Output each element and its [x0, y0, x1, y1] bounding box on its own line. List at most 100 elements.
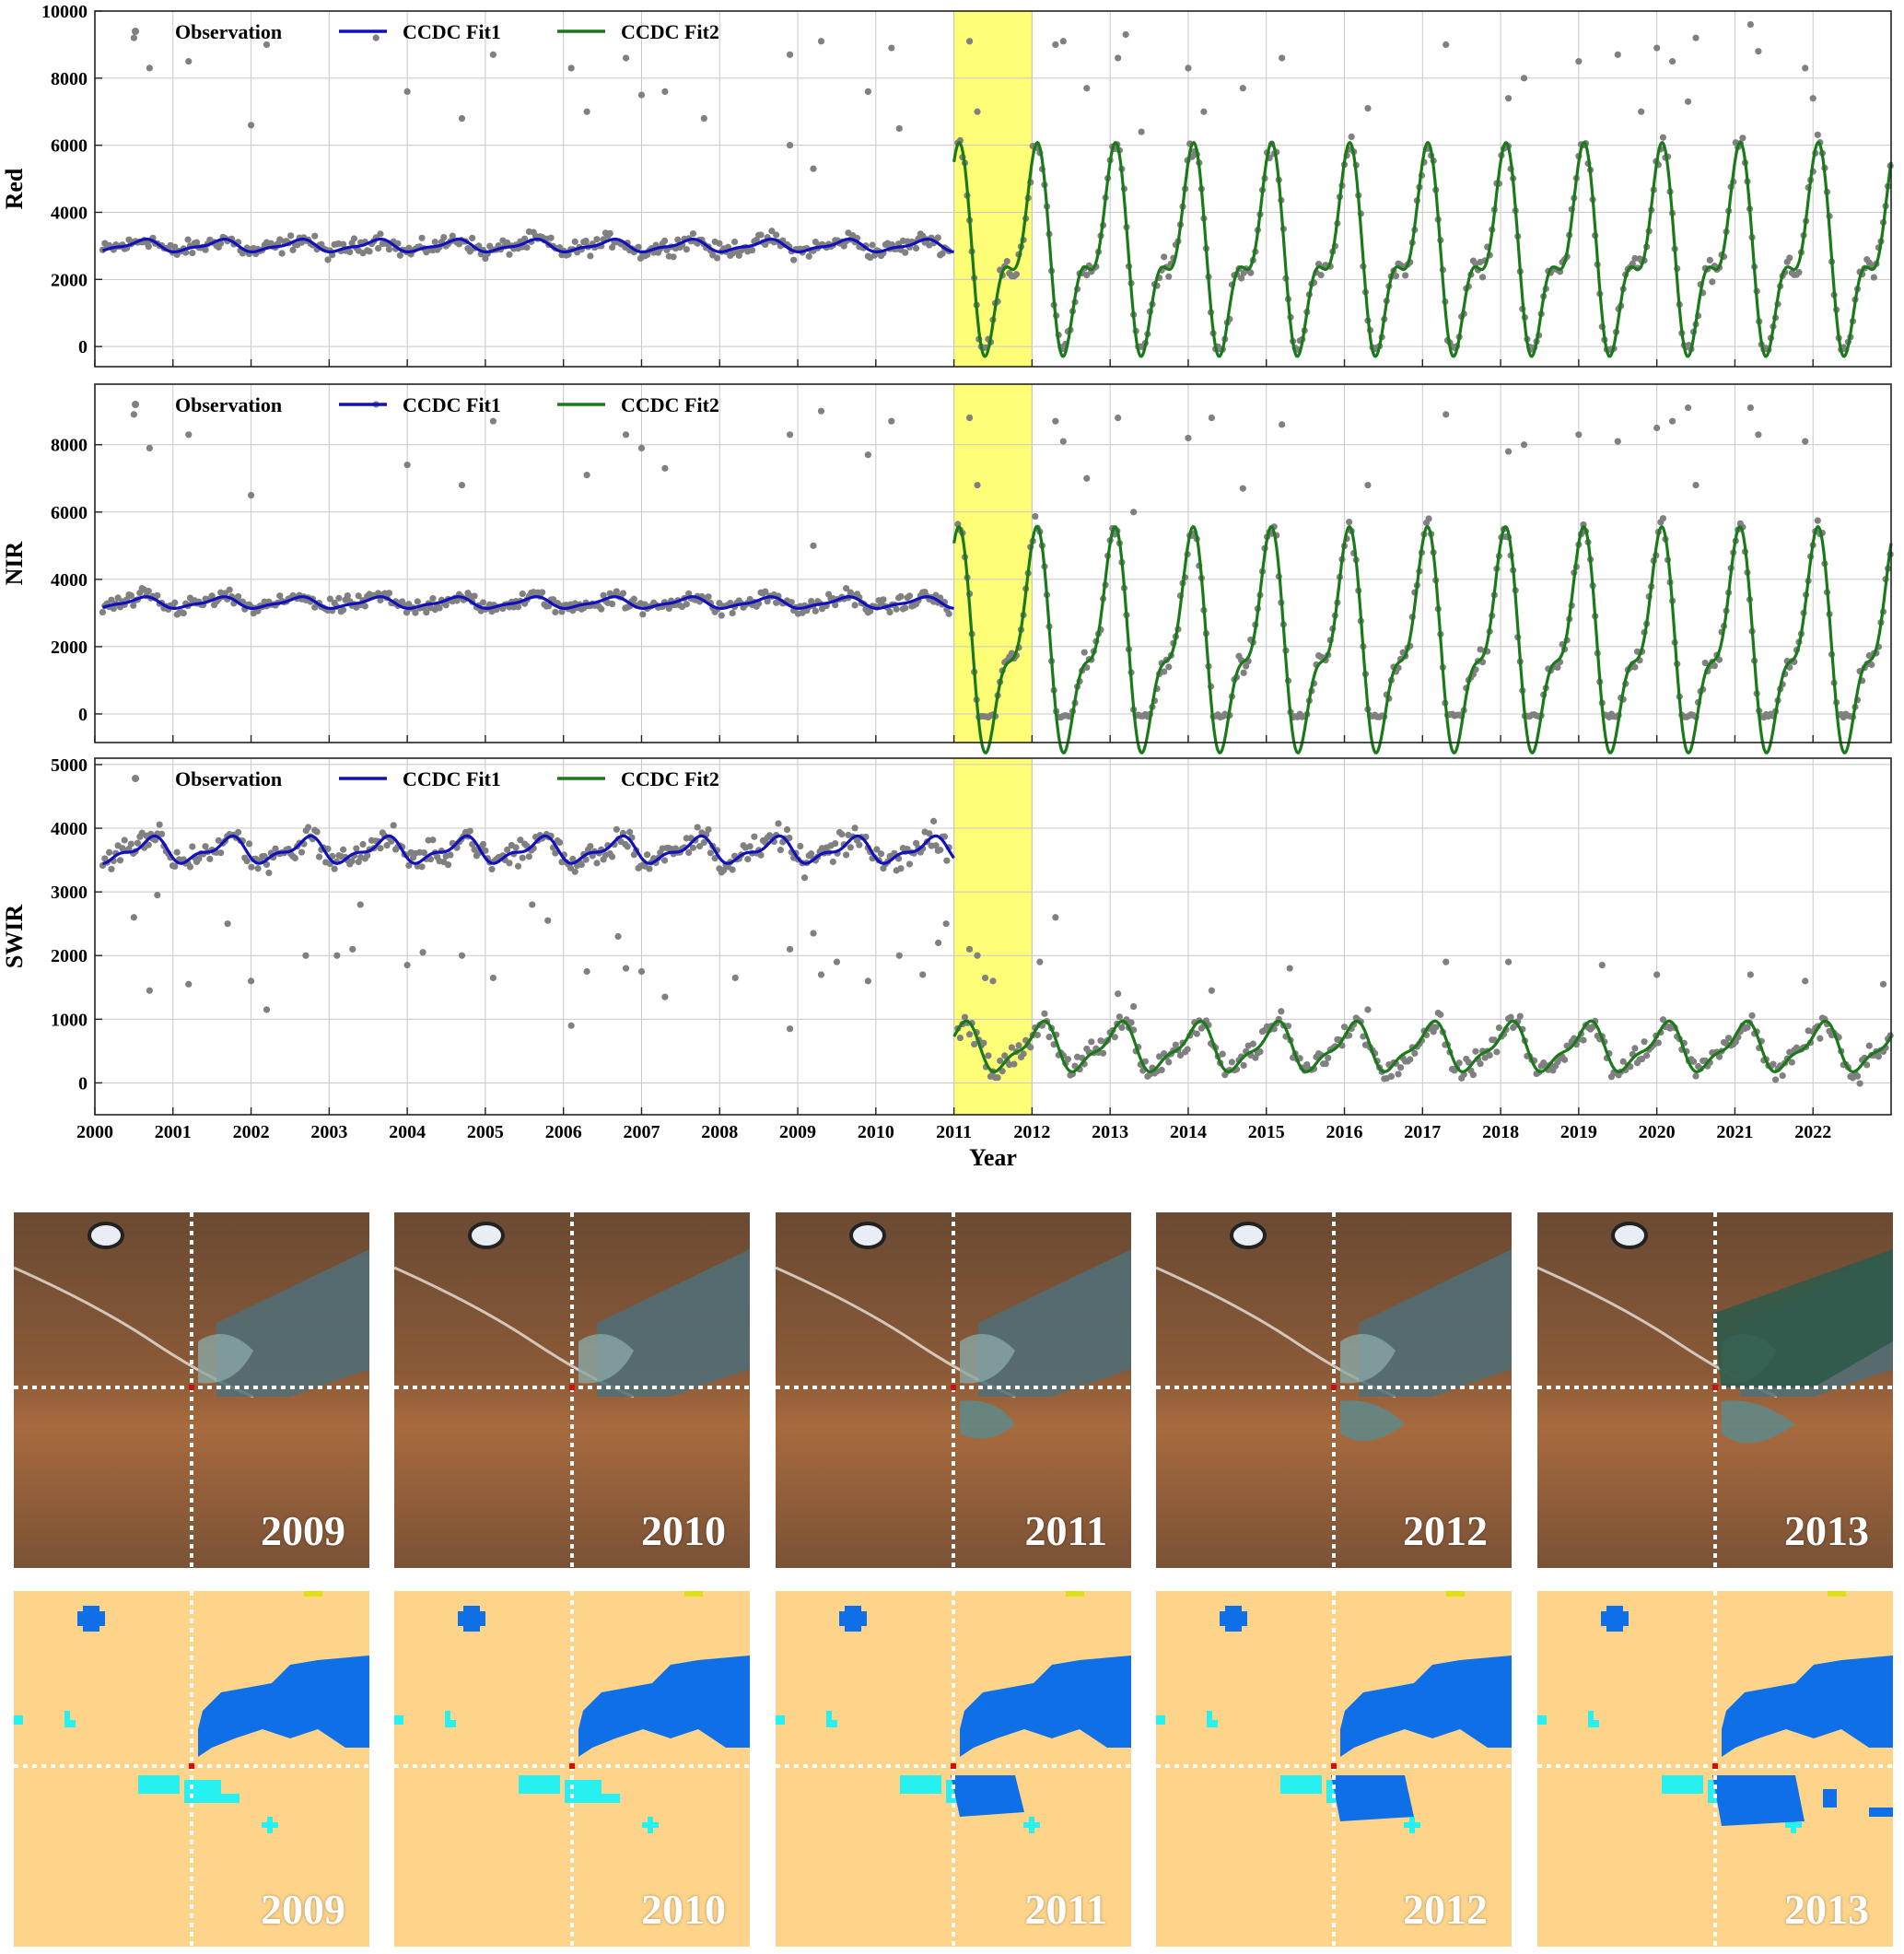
tile-year-label: 2009 — [261, 1507, 345, 1554]
legend-observation-marker — [132, 28, 139, 35]
tile-year-label: 2010 — [641, 1886, 726, 1933]
observation-point — [1520, 75, 1528, 82]
y-tick-label: 0 — [78, 1073, 88, 1094]
observation-point — [660, 237, 669, 245]
observation-point — [810, 165, 817, 172]
observation-point — [1116, 1013, 1123, 1021]
shallow-pixel — [262, 1817, 278, 1833]
observation-point — [786, 51, 794, 58]
observation-point — [1725, 1035, 1733, 1042]
shallow-water — [1340, 1334, 1396, 1384]
y-axis-title: Red — [1, 168, 28, 209]
observation-point — [458, 114, 466, 123]
observation-point — [1638, 1055, 1646, 1063]
y-tick-label: 10000 — [41, 2, 88, 22]
observation-point — [1711, 662, 1718, 670]
observation-point — [730, 238, 739, 246]
observation-point — [479, 840, 487, 848]
observation-point — [895, 124, 903, 133]
observation-point — [1340, 1024, 1349, 1031]
observation-point — [786, 142, 794, 149]
observation-point — [869, 241, 876, 249]
observation-point — [1064, 1056, 1071, 1063]
observation-point — [843, 851, 850, 859]
observation-point — [1008, 1044, 1015, 1051]
legend: Observation CCDC Fit1 CCDC Fit2 — [132, 20, 719, 43]
observation-point — [278, 250, 286, 257]
observation-point — [1554, 663, 1561, 672]
observation-point — [1279, 54, 1286, 62]
shallow-pixel — [776, 1711, 837, 1727]
observation-point — [1115, 414, 1122, 422]
observation-point — [130, 411, 137, 418]
ccdc-fit1-line — [101, 238, 954, 253]
observation-point — [1631, 1045, 1639, 1052]
observation-point — [619, 590, 627, 597]
observation-point — [418, 863, 426, 871]
observation-point — [558, 608, 566, 615]
x-tick-label: 2012 — [1013, 1122, 1050, 1142]
observation-point — [614, 932, 622, 941]
observation-point — [1185, 434, 1192, 442]
observation-point — [893, 605, 900, 613]
observation-point — [1477, 1060, 1484, 1068]
observation-point — [571, 868, 578, 875]
observation-point — [833, 958, 841, 965]
observation-point — [1278, 1008, 1285, 1015]
legend-label: CCDC Fit2 — [621, 393, 719, 416]
ccdc-fit1-line — [102, 834, 955, 865]
observation-point — [489, 51, 496, 58]
observation-point — [660, 857, 669, 864]
observation-point — [1589, 1024, 1596, 1031]
observation-point — [418, 234, 426, 241]
observation-point — [189, 250, 196, 257]
observation-point — [829, 858, 836, 866]
observation-point — [298, 848, 306, 856]
observation-point — [552, 608, 559, 616]
y-tick-label: 4000 — [51, 819, 88, 839]
observation-point — [1432, 1024, 1440, 1031]
observation-point — [1504, 958, 1513, 965]
tile-year-label: 2009 — [261, 1886, 345, 1933]
observation-point — [403, 462, 411, 469]
observation-point — [1130, 1002, 1138, 1011]
observation-point — [305, 824, 312, 831]
observation-point — [247, 122, 255, 129]
observation-point — [812, 607, 819, 614]
observation-point — [625, 828, 634, 836]
observation-point — [202, 843, 209, 850]
observation-point — [248, 863, 255, 871]
observation-point — [593, 860, 601, 867]
observation-point — [1088, 1038, 1095, 1046]
observation-point — [1364, 1006, 1372, 1013]
observation-point — [751, 833, 758, 840]
observation-point — [114, 594, 122, 602]
observation-point — [939, 250, 946, 257]
x-tick-label: 2019 — [1560, 1122, 1597, 1142]
observation-point — [940, 833, 949, 840]
observation-point — [431, 239, 438, 246]
y-tick-label: 3000 — [51, 883, 88, 903]
observation-point — [961, 1013, 969, 1021]
target-pixel — [569, 1385, 575, 1390]
x-tick-label: 2005 — [467, 1122, 504, 1142]
classification-map-tile: 2009 — [14, 1591, 369, 1947]
observation-point — [965, 945, 974, 953]
observation-point — [289, 246, 297, 253]
observation-point — [372, 34, 380, 41]
observation-point — [116, 857, 124, 864]
observation-point — [786, 945, 794, 953]
observation-point — [130, 602, 137, 609]
observation-point — [385, 590, 393, 597]
observation-point — [521, 235, 529, 242]
observation-point — [356, 901, 364, 908]
observation-point — [226, 586, 233, 593]
observation-point — [935, 939, 942, 947]
expanded-water — [1712, 1775, 1805, 1826]
observation-point — [185, 980, 193, 988]
observation-point — [1669, 417, 1676, 425]
observation-point — [637, 967, 646, 976]
observation-point — [349, 945, 356, 953]
observation-point — [674, 236, 682, 243]
y-tick-label: 2000 — [51, 638, 88, 658]
